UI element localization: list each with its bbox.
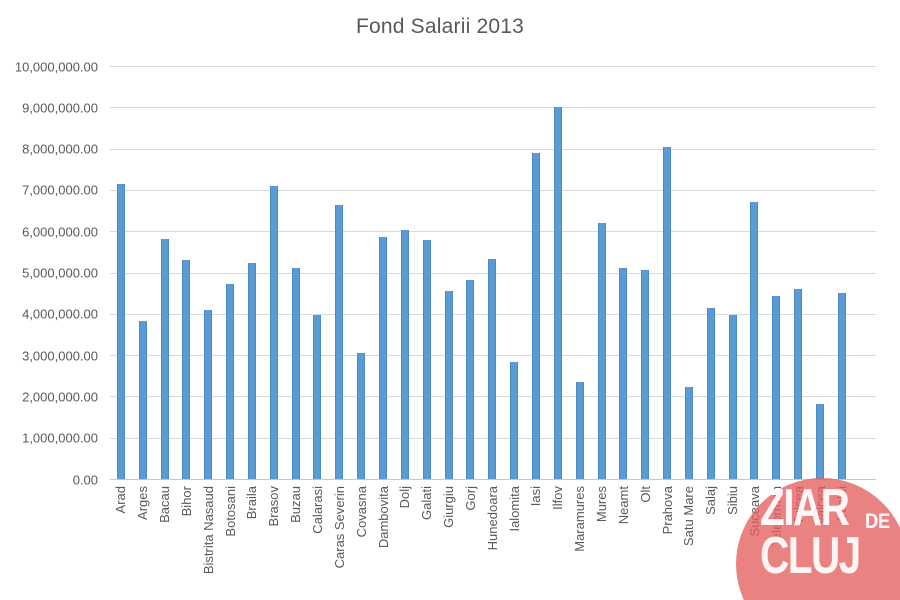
y-axis-tick-label: 10,000,000.00 (14, 59, 98, 74)
bar (684, 386, 693, 479)
y-axis-tick-label: 2,000,000.00 (22, 389, 98, 405)
bar (663, 147, 672, 479)
gridline (110, 66, 876, 67)
x-axis-label: Bihor (178, 486, 194, 517)
x-axis-label: Neamt (615, 486, 631, 525)
bar (466, 279, 475, 479)
gridline (110, 231, 876, 233)
y-axis-tick-label: 0.00 (72, 472, 98, 487)
bar (728, 314, 737, 479)
x-axis-label: Iasi (528, 486, 544, 507)
x-axis-label: Calarasi (309, 486, 325, 534)
x-axis-label: Sibiu (725, 486, 741, 515)
bar (313, 314, 322, 479)
gridline (110, 107, 876, 109)
x-axis-label: Arad (113, 486, 129, 514)
y-axis-tick-label: 4,000,000.00 (22, 306, 98, 322)
y-axis-tick-label: 8,000,000.00 (22, 141, 98, 157)
watermark-text-ziar: ZIAR (760, 479, 850, 537)
x-axis-label: Maramures (572, 486, 588, 552)
y-axis-tick-label: 9,000,000.00 (22, 100, 98, 116)
x-axis-label: Buzau (288, 486, 304, 523)
ziar-de-cluj-watermark: ZIAR DE CLUJ (736, 478, 900, 600)
x-axis-label: Dolj (397, 486, 413, 509)
bar (357, 352, 366, 479)
bar (335, 204, 344, 479)
x-axis-line (110, 479, 876, 480)
bar (160, 239, 169, 479)
bar (619, 267, 628, 479)
y-axis-tick-label: 5,000,000.00 (22, 265, 98, 281)
watermark-text-de: DE (865, 510, 890, 533)
x-axis-label: Brasov (266, 486, 282, 527)
x-axis-label: Hunedoara (484, 486, 500, 551)
y-axis-tick-label: 6,000,000.00 (22, 224, 98, 240)
bar (706, 307, 715, 479)
x-axis-label: Salaj (703, 486, 719, 515)
x-axis-label: Dambovita (375, 486, 391, 549)
bar (379, 236, 387, 479)
x-axis-label: Caras Severin (331, 486, 347, 569)
bar (531, 153, 540, 479)
x-axis-label: Ilfov (550, 486, 566, 510)
y-axis-tick-label: 3,000,000.00 (22, 348, 98, 364)
bar (794, 289, 803, 479)
bar (204, 310, 213, 479)
bar (837, 292, 846, 479)
bar (226, 284, 235, 479)
bar (553, 107, 562, 479)
bar (116, 183, 125, 479)
bar (422, 240, 431, 479)
bar (597, 223, 606, 479)
bar (510, 361, 519, 479)
x-axis-label: Braila (244, 486, 260, 520)
gridline (110, 189, 876, 191)
bar (291, 267, 300, 479)
bar (269, 186, 278, 479)
x-axis-label: Arges (135, 486, 151, 520)
bar (772, 295, 781, 479)
bar (750, 202, 759, 479)
x-axis-label: Prahova (659, 486, 675, 535)
x-axis-label: Bistrita Nasaud (200, 486, 216, 575)
gridline (110, 148, 876, 150)
watermark-text-cluj: CLUJ (760, 527, 861, 585)
bar (641, 269, 650, 479)
x-axis-label: Covasna (353, 486, 369, 538)
chart-title: Fond Salarii 2013 (355, 15, 524, 38)
x-axis-label: Galati (419, 486, 435, 520)
bar (444, 290, 453, 479)
x-axis-label: Giurgiu (441, 486, 457, 528)
x-axis-label: Satu Mare (681, 486, 697, 546)
bar (247, 263, 256, 479)
bar (816, 403, 824, 479)
bar (400, 229, 409, 479)
bar (182, 259, 191, 479)
bar (488, 259, 497, 479)
x-axis-label: Botosani (222, 486, 238, 537)
bar (575, 381, 584, 479)
bar (138, 321, 147, 479)
x-axis-label: Bacau (157, 486, 172, 523)
x-axis-label: Mures (594, 486, 609, 523)
x-axis-label: Olt (637, 486, 653, 503)
y-axis-tick-label: 1,000,000.00 (22, 430, 98, 446)
x-axis-label: Gorj (462, 486, 478, 511)
y-axis-tick-label: 7,000,000.00 (22, 182, 98, 198)
x-axis-label: Ialomita (506, 486, 522, 532)
